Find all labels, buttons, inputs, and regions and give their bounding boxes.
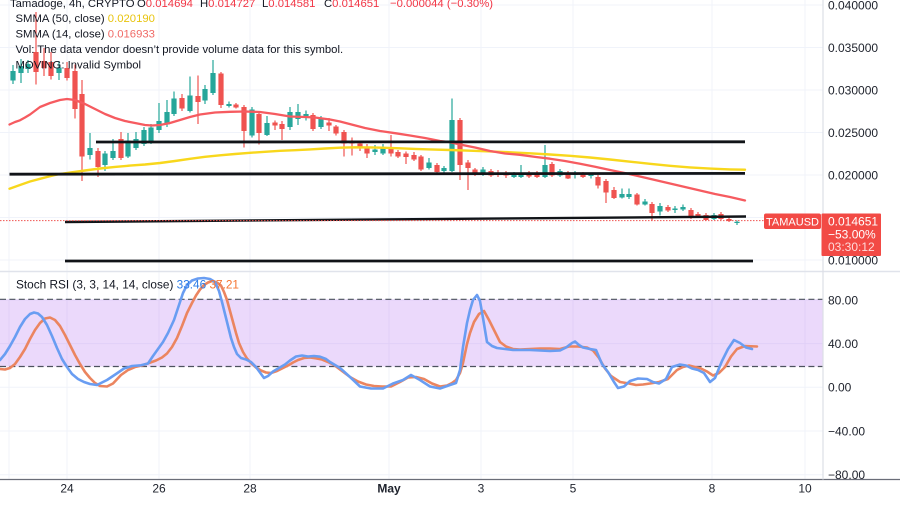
svg-text:80.00: 80.00 (828, 293, 858, 307)
svg-text:26: 26 (152, 482, 166, 496)
svg-text:10: 10 (798, 482, 812, 496)
svg-text:0.025000: 0.025000 (828, 126, 878, 140)
svg-text:SMMA (50, close) 0.020190: SMMA (50, close) 0.020190 (16, 13, 155, 25)
svg-text:−40.00: −40.00 (828, 424, 865, 438)
svg-text:8: 8 (709, 482, 716, 496)
svg-text:−80.00: −80.00 (828, 468, 865, 482)
svg-text:0.00: 0.00 (828, 381, 852, 395)
svg-text:24: 24 (60, 482, 74, 496)
svg-text:0.040000: 0.040000 (828, 0, 878, 12)
svg-text:0.020000: 0.020000 (828, 168, 878, 182)
svg-text:03:30:12: 03:30:12 (828, 240, 875, 254)
svg-text:Stoch RSI (3, 3, 14, 14, close: Stoch RSI (3, 3, 14, 14, close) 33.46 37… (16, 278, 239, 292)
svg-text:Vol: The data vendor doesn’t p: Vol: The data vendor doesn’t provide vol… (16, 44, 344, 56)
svg-text:0.035000: 0.035000 (828, 41, 878, 55)
svg-text:SMMA (14, close) 0.016933: SMMA (14, close) 0.016933 (16, 29, 155, 41)
svg-text:MOVING: Invalid Symbol: MOVING: Invalid Symbol (16, 60, 142, 72)
svg-text:5: 5 (570, 482, 577, 496)
svg-text:0.030000: 0.030000 (828, 83, 878, 97)
svg-text:TAMAUSD: TAMAUSD (766, 216, 819, 228)
svg-text:3: 3 (478, 482, 485, 496)
svg-text:40.00: 40.00 (828, 337, 858, 351)
svg-text:28: 28 (243, 482, 257, 496)
svg-text:May: May (377, 482, 401, 496)
